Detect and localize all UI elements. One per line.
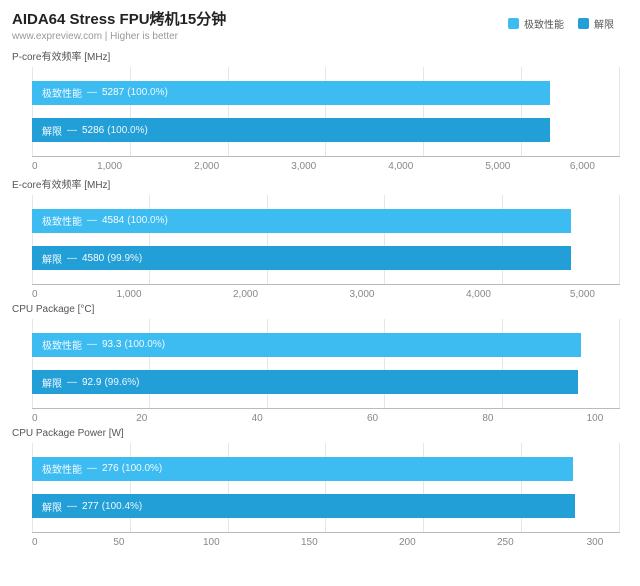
x-tick: 50 [113, 537, 124, 548]
bar-percent: (100.0%) [107, 125, 148, 136]
x-tick: 60 [367, 413, 378, 424]
x-tick: 2,000 [233, 289, 258, 300]
x-tick: 250 [497, 537, 514, 548]
x-tick: 80 [482, 413, 493, 424]
bar: 极致性能 — 5287 (100.0%) [32, 81, 550, 105]
x-tick: 1,000 [97, 161, 122, 172]
x-tick: 200 [399, 537, 416, 548]
bar-percent: (100.0%) [124, 339, 165, 350]
legend-item-series1: 极致性能 [508, 16, 564, 31]
chart-group: E-core有效频率 [MHz] 极致性能 — 4584 (100.0%) 解限 — 458… [12, 176, 628, 300]
bar-series-label: 极致性能 [42, 85, 82, 100]
x-tick: 3,000 [349, 289, 374, 300]
x-axis: 0 1,000 2,000 3,000 4,000 5,000 [32, 289, 620, 300]
bar-series-label: 解限 [42, 375, 62, 390]
chart-header: AIDA64 Stress FPU烤机15分钟 www.expreview.co… [12, 8, 628, 42]
bar-percent: (99.9%) [107, 253, 142, 264]
bar-value: 277 [82, 501, 99, 512]
bar-series-label: 解限 [42, 123, 62, 138]
chart-group: P-core有效频率 [MHz] 极致性能 — 5287 (100.0%) 解限 — 528… [12, 48, 628, 172]
legend-label-series2: 解限 [594, 16, 614, 31]
legend-swatch-series1 [508, 18, 519, 29]
bar-separator: — [67, 501, 77, 512]
bar: 极致性能 — 93.3 (100.0%) [32, 333, 581, 357]
plot-area: 极致性能 — 276 (100.0%) 解限 — 277 (100.4%) [32, 443, 620, 533]
x-tick: 4,000 [388, 161, 413, 172]
x-tick: 150 [301, 537, 318, 548]
legend-swatch-series2 [578, 18, 589, 29]
plot-area: 极致性能 — 5287 (100.0%) 解限 — 5286 (100.0%) [32, 67, 620, 157]
bar-value: 93.3 [102, 339, 121, 350]
bar: 极致性能 — 276 (100.0%) [32, 457, 573, 481]
legend-label-series1: 极致性能 [524, 16, 564, 31]
bar-percent: (99.6%) [104, 377, 139, 388]
group-title: CPU Package Power [W] [12, 428, 628, 439]
bar-value: 276 [102, 463, 119, 474]
bar-series-label: 解限 [42, 251, 62, 266]
plot-area: 极致性能 — 93.3 (100.0%) 解限 — 92.9 (99.6%) [32, 319, 620, 409]
chart-group: CPU Package [°C] 极致性能 — 93.3 (100.0%) 解限 — 92.… [12, 304, 628, 424]
bar-value: 4580 [82, 253, 104, 264]
bars: 极致性能 — 276 (100.0%) 解限 — 277 (100.4%) [32, 453, 620, 522]
bar-value: 5286 [82, 125, 104, 136]
bar-value: 5287 [102, 87, 124, 98]
chart-container: AIDA64 Stress FPU烤机15分钟 www.expreview.co… [0, 0, 640, 564]
group-title: E-core有效频率 [MHz] [12, 176, 628, 191]
bar-separator: — [67, 377, 77, 388]
x-tick: 5,000 [485, 161, 510, 172]
bar-separator: — [87, 339, 97, 350]
bar-percent: (100.0%) [127, 215, 168, 226]
x-tick: 20 [136, 413, 147, 424]
x-tick: 100 [587, 413, 604, 424]
bars: 极致性能 — 4584 (100.0%) 解限 — 4580 (99.9%) [32, 205, 620, 274]
x-tick: 6,000 [570, 161, 595, 172]
x-tick: 4,000 [466, 289, 491, 300]
bars: 极致性能 — 5287 (100.0%) 解限 — 5286 (100.0%) [32, 77, 620, 146]
bar-value: 92.9 [82, 377, 101, 388]
bar: 解限 — 92.9 (99.6%) [32, 370, 578, 394]
x-tick: 5,000 [570, 289, 595, 300]
bar-separator: — [67, 253, 77, 264]
plot-area: 极致性能 — 4584 (100.0%) 解限 — 4580 (99.9%) [32, 195, 620, 285]
bar-percent: (100.0%) [127, 87, 168, 98]
bar-series-label: 解限 [42, 499, 62, 514]
bar-separator: — [87, 463, 97, 474]
bar-percent: (100.4%) [102, 501, 143, 512]
x-axis: 0 20 40 60 80 100 [32, 413, 620, 424]
x-tick: 100 [203, 537, 220, 548]
bar-separator: — [87, 215, 97, 226]
bar-series-label: 极致性能 [42, 461, 82, 476]
x-axis: 0 50 100 150 200 250 300 [32, 537, 620, 548]
bar-series-label: 极致性能 [42, 337, 82, 352]
x-tick: 0 [32, 413, 38, 424]
x-tick: 0 [32, 289, 38, 300]
bar-separator: — [67, 125, 77, 136]
x-tick: 3,000 [291, 161, 316, 172]
x-axis: 0 1,000 2,000 3,000 4,000 5,000 6,000 [32, 161, 620, 172]
bar-value: 4584 [102, 215, 124, 226]
bar-percent: (100.0%) [122, 463, 163, 474]
x-tick: 2,000 [194, 161, 219, 172]
bar: 解限 — 277 (100.4%) [32, 494, 575, 518]
bar: 极致性能 — 4584 (100.0%) [32, 209, 571, 233]
chart-group: CPU Package Power [W] 极致性能 — 276 (100.0%) 解限… [12, 428, 628, 548]
group-title: CPU Package [°C] [12, 304, 628, 315]
chart-groups: P-core有效频率 [MHz] 极致性能 — 5287 (100.0%) 解限 — 528… [12, 48, 628, 548]
bar-series-label: 极致性能 [42, 213, 82, 228]
bar: 解限 — 5286 (100.0%) [32, 118, 550, 142]
legend-item-series2: 解限 [578, 16, 614, 31]
group-title: P-core有效频率 [MHz] [12, 48, 628, 63]
x-tick: 0 [32, 161, 38, 172]
chart-subtitle: www.expreview.com | Higher is better [12, 31, 628, 42]
bars: 极致性能 — 93.3 (100.0%) 解限 — 92.9 (99.6%) [32, 329, 620, 398]
x-tick: 0 [32, 537, 38, 548]
x-tick: 1,000 [117, 289, 142, 300]
x-tick: 300 [587, 537, 604, 548]
legend: 极致性能 解限 [508, 16, 614, 31]
bar-separator: — [87, 87, 97, 98]
bar: 解限 — 4580 (99.9%) [32, 246, 571, 270]
x-tick: 40 [252, 413, 263, 424]
